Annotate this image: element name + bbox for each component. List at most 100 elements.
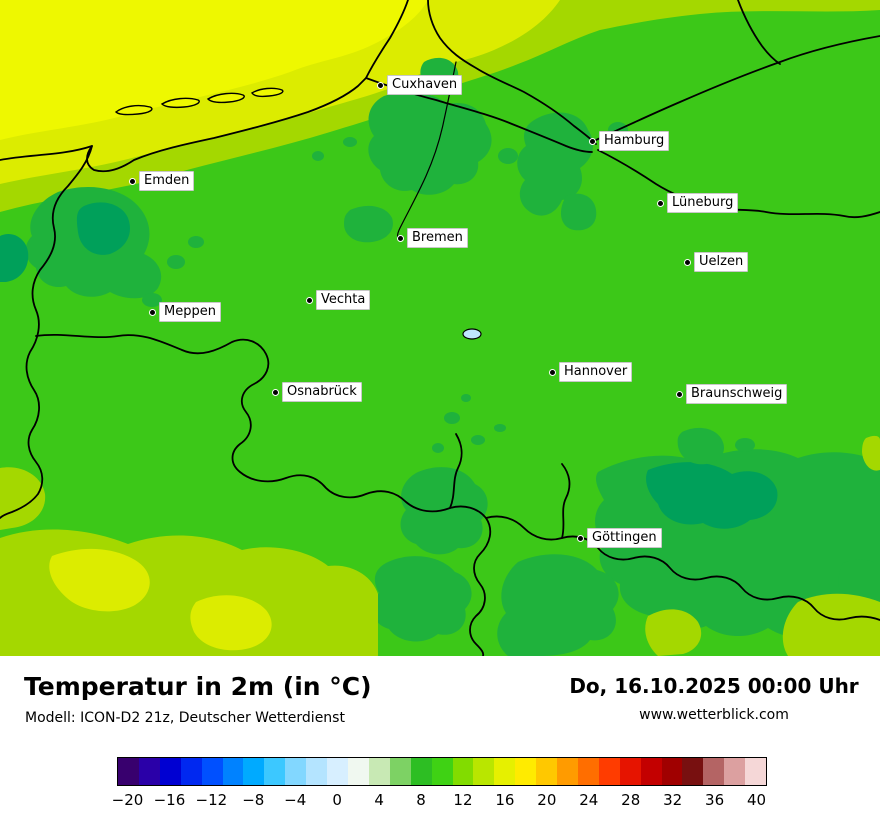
- warm-sliver-right-edge: [862, 435, 880, 471]
- colorbar-cell: [431, 758, 453, 785]
- colorbar-cell: [243, 758, 265, 785]
- city-dot: [306, 296, 313, 304]
- city-marker: Uelzen: [684, 252, 749, 272]
- city-label: Göttingen: [587, 528, 662, 548]
- border-south-down: [469, 517, 492, 656]
- colorbar-tick-label: 4: [374, 791, 384, 809]
- colorbar-cell: [347, 758, 369, 785]
- cool-patch-harz-northwest: [677, 427, 725, 465]
- cool-speck: [498, 148, 518, 164]
- cool-speck: [312, 151, 324, 161]
- weser-river: [397, 61, 457, 239]
- cool-speck: [167, 255, 185, 269]
- colorbar-tick-label: 0: [332, 791, 342, 809]
- city-dot: [549, 368, 556, 376]
- city-label: Hannover: [559, 362, 633, 382]
- border-nrw: [35, 333, 487, 519]
- cool-patch-hamburg: [517, 112, 594, 216]
- city-dot: [272, 388, 279, 396]
- cool-patch-hamburg-south: [560, 193, 597, 231]
- city-marker: Hannover: [549, 362, 633, 382]
- bright-yellow-band: [0, 0, 428, 140]
- cool-speck: [188, 236, 204, 248]
- colorbar-tick-label: 24: [579, 791, 599, 809]
- border-goettingen-branch: [561, 463, 571, 539]
- cold-core-emsland: [76, 202, 130, 255]
- page-title: Temperatur in 2m (in °C): [24, 672, 372, 701]
- city-dot: [657, 199, 664, 207]
- city-label: Uelzen: [694, 252, 749, 272]
- city-label: Vechta: [316, 290, 371, 310]
- cold-core-left-edge: [0, 233, 29, 282]
- colorbar-cell: [285, 758, 307, 785]
- footer-right-column: Do, 16.10.2025 00:00 Uhr www.wetterblick…: [564, 674, 864, 723]
- cool-speck: [461, 394, 471, 402]
- island: [206, 92, 245, 104]
- colorbar-cell: [452, 758, 474, 785]
- city-marker: Osnabrück: [272, 382, 362, 402]
- colorbar-cell: [327, 758, 348, 785]
- city-dot: [676, 390, 683, 398]
- colorbar-cell: [264, 758, 286, 785]
- city-label: Osnabrück: [282, 382, 362, 402]
- website-url: www.wetterblick.com: [639, 707, 789, 723]
- city-label: Meppen: [159, 302, 221, 322]
- city-dot: [149, 308, 156, 316]
- city-marker: Vechta: [306, 290, 371, 310]
- border-top-right-branch: [737, 0, 781, 65]
- colorbar-tick-label: −20: [111, 791, 144, 809]
- border-northeast: [595, 35, 880, 141]
- colorbar-cell: [577, 758, 599, 785]
- city-layer: Cuxhaven Hamburg Emden Lüneburg Bremen Uelzen…: [129, 75, 788, 548]
- forecast-datetime: Do, 16.10.2025 00:00 Uhr: [569, 674, 859, 698]
- city-marker: Cuxhaven: [377, 75, 463, 95]
- city-marker: Meppen: [149, 302, 221, 322]
- colorbar-cell: [703, 758, 725, 785]
- colorbar-tick-label: 12: [453, 791, 473, 809]
- frisian-islands: [114, 87, 284, 116]
- colorbar-tick-label: −16: [153, 791, 186, 809]
- colorbar-cell: [682, 758, 704, 785]
- city-marker: Emden: [129, 171, 195, 191]
- temperature-map-svg: [0, 0, 880, 656]
- city-dot: [397, 234, 404, 242]
- colorbar-cell: [222, 758, 244, 785]
- colorbar-cell: [201, 758, 223, 785]
- colorbar-cell: [619, 758, 641, 785]
- city-label: Lüneburg: [667, 193, 739, 213]
- cool-speck: [444, 412, 460, 424]
- colorbar-cell: [306, 758, 328, 785]
- warm-strip-left-edge: [0, 467, 46, 530]
- colorbar-cell: [118, 758, 139, 785]
- city-dot: [129, 177, 136, 185]
- colorbar-tick-label: 20: [537, 791, 557, 809]
- city-label: Braunschweig: [686, 384, 788, 404]
- warm-land-patches: [0, 435, 880, 656]
- colorbar-cell: [410, 758, 432, 785]
- border-netherlands: [0, 145, 93, 519]
- cold-core-harz: [646, 462, 778, 529]
- elbe-north-bank: [427, 0, 597, 145]
- cool-speck: [494, 424, 506, 432]
- cool-speck: [343, 137, 357, 147]
- colorbar-tick-label: −12: [195, 791, 228, 809]
- colorbar-cell: [557, 758, 578, 785]
- colorbar-cell: [159, 758, 181, 785]
- city-marker: Braunschweig: [676, 384, 788, 404]
- city-label: Emden: [139, 171, 195, 191]
- city-label: Hamburg: [599, 131, 670, 151]
- island: [251, 87, 284, 98]
- yellow-patch-southwest-1: [49, 548, 150, 612]
- cool-speck: [471, 435, 485, 445]
- colorbar-tick-label: 16: [495, 791, 515, 809]
- city-marker: Hamburg: [589, 131, 670, 151]
- cool-speck: [735, 438, 755, 452]
- colorbar-tick-label: 32: [663, 791, 683, 809]
- yellow-patch-southwest-2: [190, 595, 272, 651]
- city-dot: [589, 137, 596, 145]
- island: [114, 104, 153, 116]
- cool-patch-south-center: [497, 554, 619, 656]
- colorbar-cell: [389, 758, 411, 785]
- colorbar-cell: [745, 758, 767, 785]
